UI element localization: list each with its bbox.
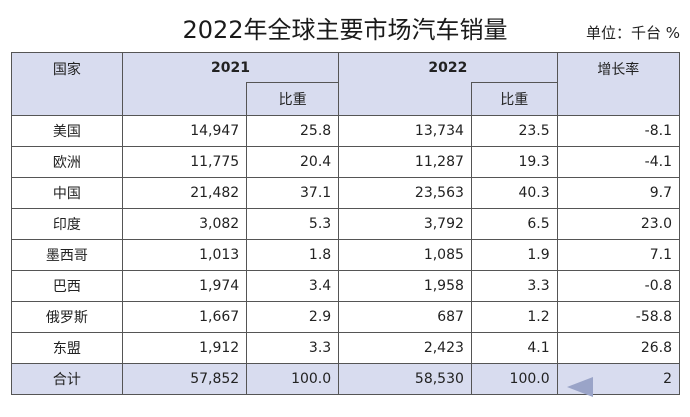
total-row: 合计 57,852 100.0 58,530 100.0 2 (11, 363, 681, 395)
country-name: 中国 (11, 177, 123, 209)
table-row: 中国 21,482 37.1 23,563 40.3 9.7 (11, 177, 681, 209)
sales-2022: 2,423 (338, 332, 472, 364)
share-2021: 3.4 (246, 270, 340, 302)
table-row: 东盟 1,912 3.3 2,423 4.1 26.8 (11, 332, 681, 364)
sales-table: 国家 2021 2022 增长率 比重 比重 美国 14,947 25.8 13… (11, 52, 681, 395)
header-year-2021: 2021 (121, 52, 340, 83)
growth-rate: -4.1 (556, 146, 681, 178)
growth-rate: 23.0 (556, 208, 681, 240)
sales-2021: 1,912 (121, 332, 248, 364)
sales-2021: 14,947 (121, 115, 248, 147)
share-2022: 6.5 (470, 208, 558, 240)
sales-2021: 11,775 (121, 146, 248, 178)
header-2022-volume-blank (338, 82, 472, 116)
total-share-2021: 100.0 (246, 363, 340, 395)
growth-rate: -58.8 (556, 301, 681, 333)
growth-rate: 9.7 (556, 177, 681, 209)
sales-2022: 13,734 (338, 115, 472, 147)
total-label: 合计 (11, 363, 123, 395)
country-name: 巴西 (11, 270, 123, 302)
table-row: 墨西哥 1,013 1.8 1,085 1.9 7.1 (11, 239, 681, 271)
share-2022: 1.2 (470, 301, 558, 333)
share-2021: 3.3 (246, 332, 340, 364)
share-2022: 1.9 (470, 239, 558, 271)
header-2021-volume-blank (121, 82, 248, 116)
table-row: 欧洲 11,775 20.4 11,287 19.3 -4.1 (11, 146, 681, 178)
unit-label: 单位：千台 % (585, 24, 680, 42)
sales-2021: 3,082 (121, 208, 248, 240)
header-growth: 增长率 (556, 52, 681, 116)
share-2021: 5.3 (246, 208, 340, 240)
country-name: 美国 (11, 115, 123, 147)
share-2021: 1.8 (246, 239, 340, 271)
table-row: 美国 14,947 25.8 13,734 23.5 -8.1 (11, 115, 681, 147)
share-2021: 25.8 (246, 115, 340, 147)
share-2022: 23.5 (470, 115, 558, 147)
header-2022-share: 比重 (470, 82, 558, 116)
share-2022: 4.1 (470, 332, 558, 364)
total-share-2022: 100.0 (470, 363, 558, 395)
share-2021: 2.9 (246, 301, 340, 333)
header-country: 国家 (11, 52, 123, 116)
sales-2022: 23,563 (338, 177, 472, 209)
growth-rate: 26.8 (556, 332, 681, 364)
country-name: 墨西哥 (11, 239, 123, 271)
sales-2022: 11,287 (338, 146, 472, 178)
sales-2022: 3,792 (338, 208, 472, 240)
share-2022: 40.3 (470, 177, 558, 209)
table-row: 巴西 1,974 3.4 1,958 3.3 -0.8 (11, 270, 681, 302)
total-sales-2022: 58,530 (338, 363, 472, 395)
growth-rate: -0.8 (556, 270, 681, 302)
country-name: 欧洲 (11, 146, 123, 178)
sales-2022: 1,085 (338, 239, 472, 271)
table-title: 2022年全球主要市场汽车销量 (182, 16, 508, 44)
table-row: 俄罗斯 1,667 2.9 687 1.2 -58.8 (11, 301, 681, 333)
total-sales-2021: 57,852 (121, 363, 248, 395)
sales-2021: 1,013 (121, 239, 248, 271)
header-year-2022: 2022 (338, 52, 558, 83)
sales-2021: 1,974 (121, 270, 248, 302)
table-row: 印度 3,082 5.3 3,792 6.5 23.0 (11, 208, 681, 240)
sales-2021: 1,667 (121, 301, 248, 333)
share-2022: 3.3 (470, 270, 558, 302)
sales-2021: 21,482 (121, 177, 248, 209)
country-name: 东盟 (11, 332, 123, 364)
growth-rate: -8.1 (556, 115, 681, 147)
triangle-marker-icon (567, 377, 593, 397)
growth-rate: 7.1 (556, 239, 681, 271)
total-growth: 2 (556, 363, 681, 395)
sales-2022: 687 (338, 301, 472, 333)
country-name: 印度 (11, 208, 123, 240)
share-2021: 20.4 (246, 146, 340, 178)
country-name: 俄罗斯 (11, 301, 123, 333)
sales-2022: 1,958 (338, 270, 472, 302)
share-2021: 37.1 (246, 177, 340, 209)
share-2022: 19.3 (470, 146, 558, 178)
header-2021-share: 比重 (246, 82, 340, 116)
